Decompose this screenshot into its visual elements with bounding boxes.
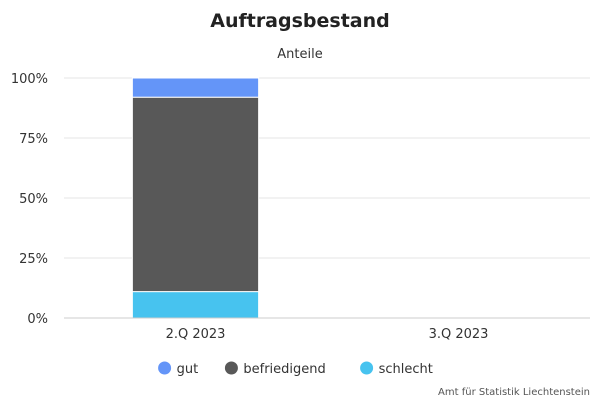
bar-segment-schlecht[interactable] bbox=[131, 291, 260, 319]
bar-segment-gut[interactable] bbox=[131, 77, 260, 98]
chart-subtitle: Anteile bbox=[277, 47, 322, 62]
y-tick-label: 50% bbox=[19, 192, 48, 207]
chart-title: Auftragsbestand bbox=[210, 10, 390, 32]
x-axis-labels: 2.Q 2023 3.Q 2023 bbox=[166, 327, 489, 342]
legend-label: gut bbox=[177, 362, 199, 377]
legend-marker bbox=[158, 361, 172, 375]
y-tick-label: 75% bbox=[19, 132, 48, 147]
y-axis-labels: 0% 25% 50% 75% 100% bbox=[11, 72, 48, 327]
legend-label: befriedigend bbox=[243, 362, 325, 377]
legend-item-schlecht[interactable]: schlecht bbox=[360, 361, 433, 378]
y-tick-label: 100% bbox=[11, 72, 48, 87]
y-tick-label: 25% bbox=[19, 252, 48, 267]
x-tick-label: 3.Q 2023 bbox=[429, 327, 489, 342]
legend-label: schlecht bbox=[379, 362, 433, 377]
legend: gut befriedigend schlecht bbox=[158, 361, 433, 378]
y-tick-label: 0% bbox=[27, 312, 48, 327]
bar-segment-befriedigend[interactable] bbox=[131, 96, 260, 293]
legend-marker bbox=[224, 361, 238, 375]
legend-marker bbox=[360, 361, 374, 375]
credits-text: Amt für Statistik Liechtenstein bbox=[438, 387, 590, 398]
legend-item-gut[interactable]: gut bbox=[158, 361, 199, 378]
x-tick-label: 2.Q 2023 bbox=[166, 327, 226, 342]
legend-item-befriedigend[interactable]: befriedigend bbox=[224, 361, 326, 378]
bars bbox=[131, 77, 260, 319]
